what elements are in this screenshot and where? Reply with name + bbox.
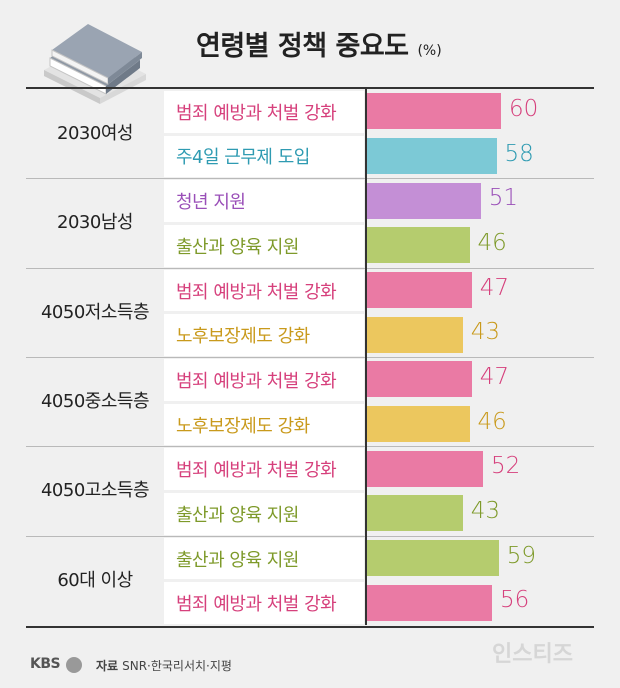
bar bbox=[366, 227, 470, 264]
group-separator bbox=[26, 178, 594, 180]
value-label: 47 bbox=[479, 364, 510, 391]
group-label: 4050고소득층 bbox=[40, 480, 150, 502]
value-label: 56 bbox=[500, 587, 530, 614]
group-label: 4050중소득층 bbox=[40, 391, 150, 413]
group-separator bbox=[26, 446, 594, 448]
policy-label: 출산과 양육 지원 bbox=[164, 225, 364, 267]
value-label: 60 bbox=[509, 96, 539, 122]
bar bbox=[366, 182, 481, 219]
watermark: 인스티즈 bbox=[492, 642, 573, 667]
policy-label: 범죄 예방과 처벌 강화 bbox=[164, 582, 364, 625]
policy-label: 주4일 근무제 도입 bbox=[164, 135, 364, 178]
group-label: 60대 이상 bbox=[57, 569, 133, 591]
source-text: SNR·한국리서치·지평 bbox=[122, 659, 232, 673]
value-label: 59 bbox=[506, 542, 537, 569]
value-label: 52 bbox=[491, 453, 521, 480]
value-axis bbox=[365, 89, 367, 625]
source-note: 자료 SNR·한국리서치·지평 bbox=[96, 657, 232, 674]
policy-chart: 2030여성 범죄 예방과 처벌 강화 60 주4일 근무제 도입 58 2030남성 청년… bbox=[26, 89, 594, 625]
bar bbox=[366, 584, 492, 621]
policy-label: 노후보장제도 강화 bbox=[164, 403, 364, 446]
group-separator bbox=[26, 357, 594, 359]
value-label: 43 bbox=[470, 319, 501, 346]
chart-title: 연령별 정책 중요도 (%) bbox=[196, 24, 442, 63]
chart-unit: (%) bbox=[417, 43, 442, 59]
top-rule bbox=[26, 87, 594, 89]
policy-label: 출산과 양육 지원 bbox=[164, 493, 364, 535]
kbs-logo-icon bbox=[66, 657, 82, 673]
value-label: 58 bbox=[504, 140, 534, 167]
value-label: 47 bbox=[479, 274, 510, 301]
bar bbox=[366, 406, 470, 443]
group-label: 4050저소득층 bbox=[40, 301, 150, 323]
group-label: 2030남성 bbox=[57, 212, 133, 234]
bar bbox=[366, 93, 501, 130]
group-separator bbox=[26, 535, 594, 537]
policy-label: 범죄 예방과 처벌 강화 bbox=[164, 269, 364, 312]
chart-title-text: 연령별 정책 중요도 bbox=[196, 31, 409, 62]
policy-label: 범죄 예방과 처벌 강화 bbox=[164, 448, 364, 491]
bar bbox=[366, 495, 463, 532]
group-separator bbox=[26, 267, 594, 269]
bar bbox=[366, 138, 497, 174]
source-label: 자료 bbox=[96, 659, 119, 673]
bar bbox=[366, 450, 483, 487]
value-label: 46 bbox=[477, 408, 507, 435]
bottom-rule bbox=[26, 626, 594, 628]
policy-label: 범죄 예방과 처벌 강화 bbox=[164, 91, 364, 133]
policy-label: 출산과 양육 지원 bbox=[164, 537, 364, 580]
bar bbox=[366, 361, 472, 398]
value-label: 46 bbox=[477, 230, 507, 256]
policy-label: 범죄 예방과 처벌 강화 bbox=[164, 359, 364, 401]
value-label: 51 bbox=[488, 185, 519, 212]
group-label: 2030여성 bbox=[57, 123, 133, 144]
policy-label: 청년 지원 bbox=[164, 180, 364, 222]
policy-label: 노후보장제도 강화 bbox=[164, 314, 364, 356]
bar bbox=[366, 316, 463, 353]
bar bbox=[366, 540, 499, 577]
kbs-logo: KBS bbox=[30, 656, 61, 672]
value-label: 43 bbox=[470, 498, 501, 525]
bar bbox=[366, 272, 472, 308]
